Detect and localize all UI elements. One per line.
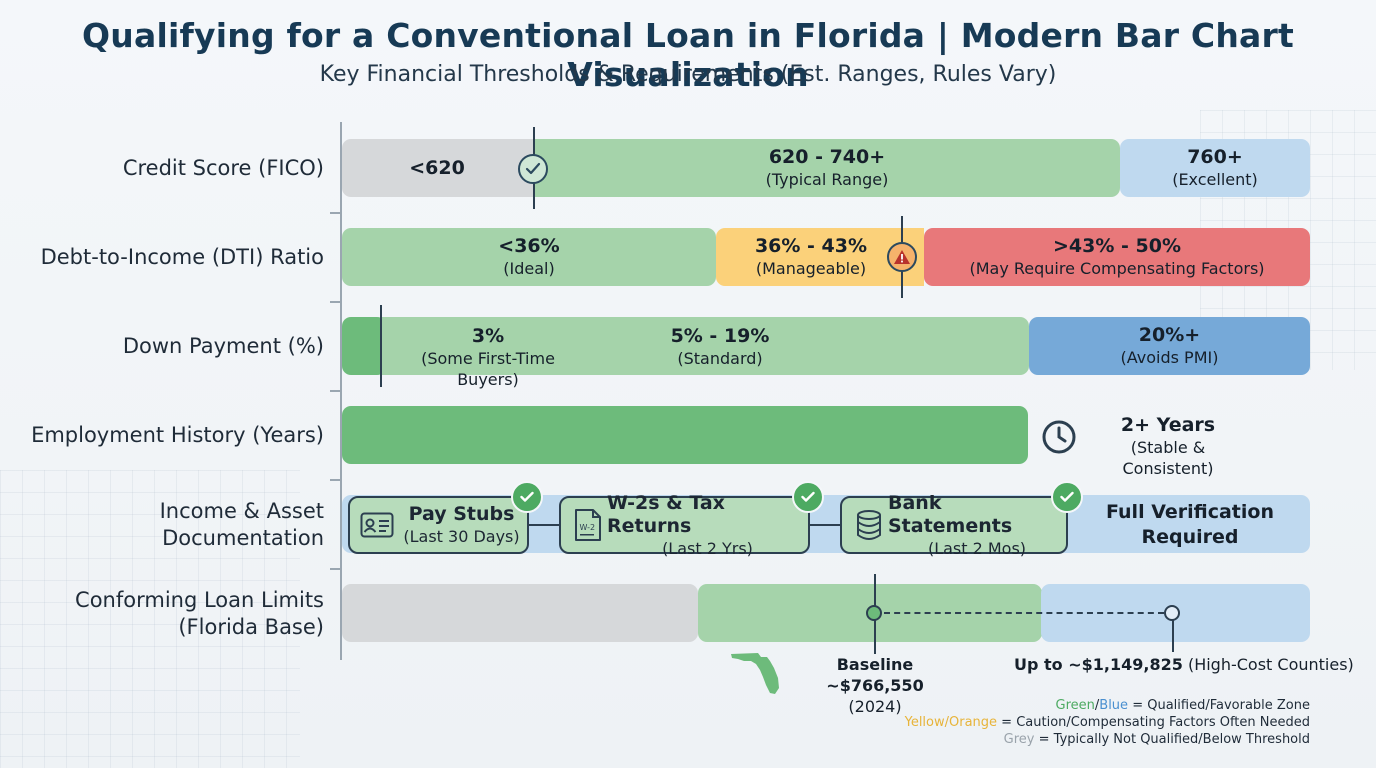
bar-note: (Excellent)	[1172, 170, 1258, 189]
row-divider	[330, 568, 342, 570]
doc-connector	[528, 524, 560, 526]
high-cost-label: Up to ~$1,149,825 (High-Cost Counties)	[1014, 654, 1354, 675]
dti-bar-manageable: 36% - 43% (Manageable)	[716, 228, 924, 286]
row-label-documentation: Income & Asset Documentation	[160, 498, 324, 552]
down-payment-bar-avoids-pmi: 20%+ (Avoids PMI)	[1029, 317, 1310, 375]
bar-label: 760+	[1187, 146, 1243, 168]
row-label-credit-score: Credit Score (FICO)	[122, 156, 324, 180]
baseline-value: Baseline ~$766,550	[826, 655, 924, 695]
doc-note: (Last 2 Yrs)	[662, 538, 753, 558]
legend-text: = Caution/Compensating Factors Often Nee…	[997, 715, 1310, 730]
credit-score-bar-typical: 620 - 740+ (Typical Range)	[534, 139, 1120, 197]
high-cost-dashed-line	[884, 612, 1164, 614]
doc-title: Pay Stubs	[408, 503, 515, 525]
bar-label: <620	[409, 156, 465, 179]
documentation-result-label: Full Verification Required	[1080, 500, 1300, 550]
bar-label: 36% - 43%	[754, 235, 868, 257]
legend-line-yellow: Yellow/Orange = Caution/Compensating Fac…	[905, 714, 1310, 731]
down-payment-standard-label: 5% - 19% (Standard)	[640, 325, 800, 369]
high-cost-marker-dot	[1164, 605, 1180, 621]
legend-key-green: Green	[1055, 698, 1095, 713]
clock-icon	[1041, 419, 1077, 459]
bar-note: (Some First-Time Buyers)	[421, 349, 555, 389]
page-subtitle: Key Financial Thresholds & Requirements …	[319, 62, 1057, 87]
loan-limit-bar-below	[342, 584, 698, 642]
employment-bar	[342, 406, 1028, 464]
legend-key-grey: Grey	[1003, 732, 1035, 747]
bar-note: (Typical Range)	[765, 170, 889, 189]
row-label-line: (Florida Base)	[178, 615, 324, 639]
bar-label: 20%+	[1138, 324, 1201, 346]
baseline-label: Baseline ~$766,550 (2024)	[790, 654, 960, 717]
bar-label: >43% - 50%	[1053, 235, 1181, 257]
check-badge-icon	[511, 481, 543, 513]
down-payment-bar-min	[342, 317, 386, 375]
doc-note: (Last 30 Days)	[403, 527, 520, 546]
doc-note: (Last 2 Mos)	[927, 538, 1027, 558]
check-circle-icon	[518, 154, 548, 184]
bar-note: (Standard)	[677, 349, 763, 368]
doc-title: W-2s & Tax Returns	[607, 491, 725, 537]
row-label-line: Documentation	[162, 526, 324, 550]
florida-map-icon	[730, 650, 782, 700]
id-card-icon	[358, 508, 396, 542]
row-label-line: Conforming Loan Limits	[75, 588, 324, 612]
down-payment-threshold-marker	[380, 305, 382, 387]
result-line: Full Verification	[1106, 501, 1274, 523]
baseline-marker-dot	[866, 605, 882, 621]
w2-icon-text: W-2	[580, 523, 596, 532]
legend-line-green-blue: Green/Blue = Qualified/Favorable Zone	[1056, 697, 1310, 714]
doc-card-w2-tax-returns: W-2 W-2s & Tax Returns (Last 2 Yrs)	[559, 492, 810, 558]
employment-note: (Stable & Consistent)	[1122, 438, 1214, 478]
row-divider	[330, 301, 342, 303]
result-line: Required	[1141, 526, 1239, 548]
bar-label: 5% - 19%	[670, 325, 770, 347]
employment-requirement-label: 2+ Years (Stable & Consistent)	[1084, 414, 1252, 479]
page-title: Qualifying for a Conventional Loan in Fl…	[82, 16, 1294, 94]
row-divider	[330, 479, 342, 481]
doc-title: Bank Statements	[888, 491, 1013, 537]
legend-line-grey: Grey = Typically Not Qualified/Below Thr…	[1004, 731, 1310, 748]
high-cost-marker-line	[1172, 620, 1174, 652]
warning-icon	[887, 242, 917, 272]
legend-text: = Typically Not Qualified/Below Threshol…	[1034, 732, 1310, 747]
legend-separator: /	[1094, 698, 1100, 713]
employment-value: 2+ Years	[1120, 414, 1216, 436]
high-cost-note: (High-Cost Counties)	[1187, 655, 1354, 674]
legend-text: = Qualified/Favorable Zone	[1128, 698, 1310, 713]
doc-card-bank-statements: Bank Statements (Last 2 Mos)	[840, 492, 1068, 558]
bar-label: <36%	[498, 235, 560, 257]
background-grid-left	[0, 470, 300, 768]
database-icon	[850, 508, 888, 542]
row-label-loan-limits: Conforming Loan Limits (Florida Base)	[75, 587, 324, 641]
bar-note: (May Require Compensating Factors)	[969, 259, 1265, 278]
row-label-dti: Debt-to-Income (DTI) Ratio	[40, 245, 324, 269]
credit-score-bar-excellent: 760+ (Excellent)	[1120, 139, 1310, 197]
doc-card-pay-stubs: Pay Stubs (Last 30 Days)	[348, 496, 529, 554]
row-label-employment: Employment History (Years)	[31, 423, 324, 447]
bar-label: 620 - 740+	[768, 146, 886, 168]
w2-form-icon: W-2	[569, 508, 607, 542]
dti-bar-ideal: <36% (Ideal)	[342, 228, 716, 286]
baseline-note: (2024)	[848, 697, 902, 716]
legend-key-yellow: Yellow/Orange	[904, 715, 998, 730]
row-divider	[330, 212, 342, 214]
dti-bar-compensating: >43% - 50% (May Require Compensating Fac…	[924, 228, 1310, 286]
bar-label: 3%	[471, 325, 505, 347]
bar-note: (Ideal)	[503, 259, 555, 278]
row-label-down-payment: Down Payment (%)	[122, 334, 324, 358]
down-payment-bar-standard	[381, 317, 1029, 375]
high-cost-value: Up to ~$1,149,825	[1014, 655, 1183, 674]
credit-score-bar-below-620: <620	[342, 139, 542, 197]
row-divider	[330, 390, 342, 392]
bar-note: (Avoids PMI)	[1120, 348, 1219, 367]
down-payment-first-time-label: 3% (Some First-Time Buyers)	[388, 325, 588, 390]
row-label-line: Income & Asset	[159, 499, 324, 523]
bar-note: (Manageable)	[755, 259, 867, 278]
check-badge-icon	[1051, 481, 1083, 513]
doc-connector	[809, 524, 841, 526]
check-badge-icon	[792, 481, 824, 513]
legend-key-blue: Blue	[1099, 698, 1129, 713]
